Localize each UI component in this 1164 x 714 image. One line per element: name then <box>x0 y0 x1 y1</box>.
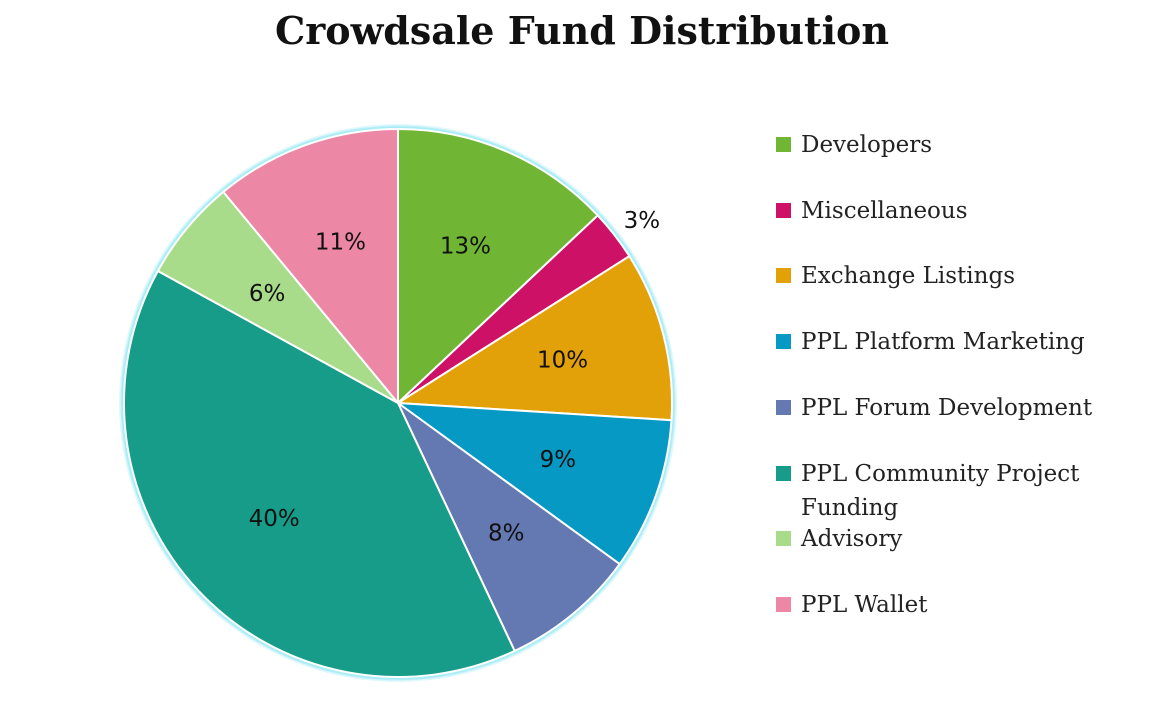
slice-value-label: 8% <box>488 520 525 546</box>
pie-slice-labels: 13% 3% 10% 9% 8% 40% 6% 11% <box>249 208 661 546</box>
legend-swatch <box>776 137 791 152</box>
legend-label: PPL Forum Development <box>801 395 1093 421</box>
chart-title: Crowdsale Fund Distribution <box>274 8 890 53</box>
legend-swatch <box>776 334 791 349</box>
pie-slice-ppl-forum-development <box>397 402 622 653</box>
pie-slice-ppl-community-project-funding <box>122 269 516 678</box>
legend-label: Advisory <box>801 526 903 552</box>
legend-swatch <box>776 268 791 283</box>
legend-label: Developers <box>801 132 932 158</box>
slice-value-label: 13% <box>440 234 491 260</box>
legend-item: Exchange Listings <box>776 259 1131 293</box>
slice-value-label: 6% <box>249 281 286 307</box>
legend-item: PPL Platform Marketing <box>776 325 1131 359</box>
legend-label: PPL Community Project Funding <box>801 461 1080 521</box>
slice-value-label: 11% <box>315 230 366 256</box>
legend-swatch <box>776 203 791 218</box>
legend-item: Developers <box>776 128 1131 162</box>
legend-swatch <box>776 531 791 546</box>
pie-slice-ppl-platform-marketing <box>394 401 673 566</box>
legend-swatch <box>776 466 791 481</box>
legend-item: PPL Forum Development <box>776 391 1131 425</box>
legend-item: PPL Wallet <box>776 588 1131 622</box>
slice-value-label: 10% <box>537 347 588 373</box>
legend-item: Miscellaneous <box>776 194 1131 228</box>
legend-label: PPL Wallet <box>801 592 928 618</box>
pie-slice-ppl-wallet <box>221 127 399 406</box>
legend-label: Miscellaneous <box>801 198 968 224</box>
pie-slice-exchange-listings <box>394 254 673 422</box>
legend-label: Exchange Listings <box>801 263 1015 289</box>
legend-item: PPL Community Project Funding <box>776 457 1131 525</box>
legend-label: PPL Platform Marketing <box>801 329 1085 355</box>
slice-value-label: 9% <box>540 447 577 473</box>
legend-swatch <box>776 400 791 415</box>
pie-slices <box>122 127 673 678</box>
slice-value-label: 40% <box>249 506 300 532</box>
legend-swatch <box>776 597 791 612</box>
pie-slice-developers <box>397 127 600 406</box>
legend-item: Advisory <box>776 522 1131 556</box>
slice-value-label: 3% <box>624 208 661 234</box>
